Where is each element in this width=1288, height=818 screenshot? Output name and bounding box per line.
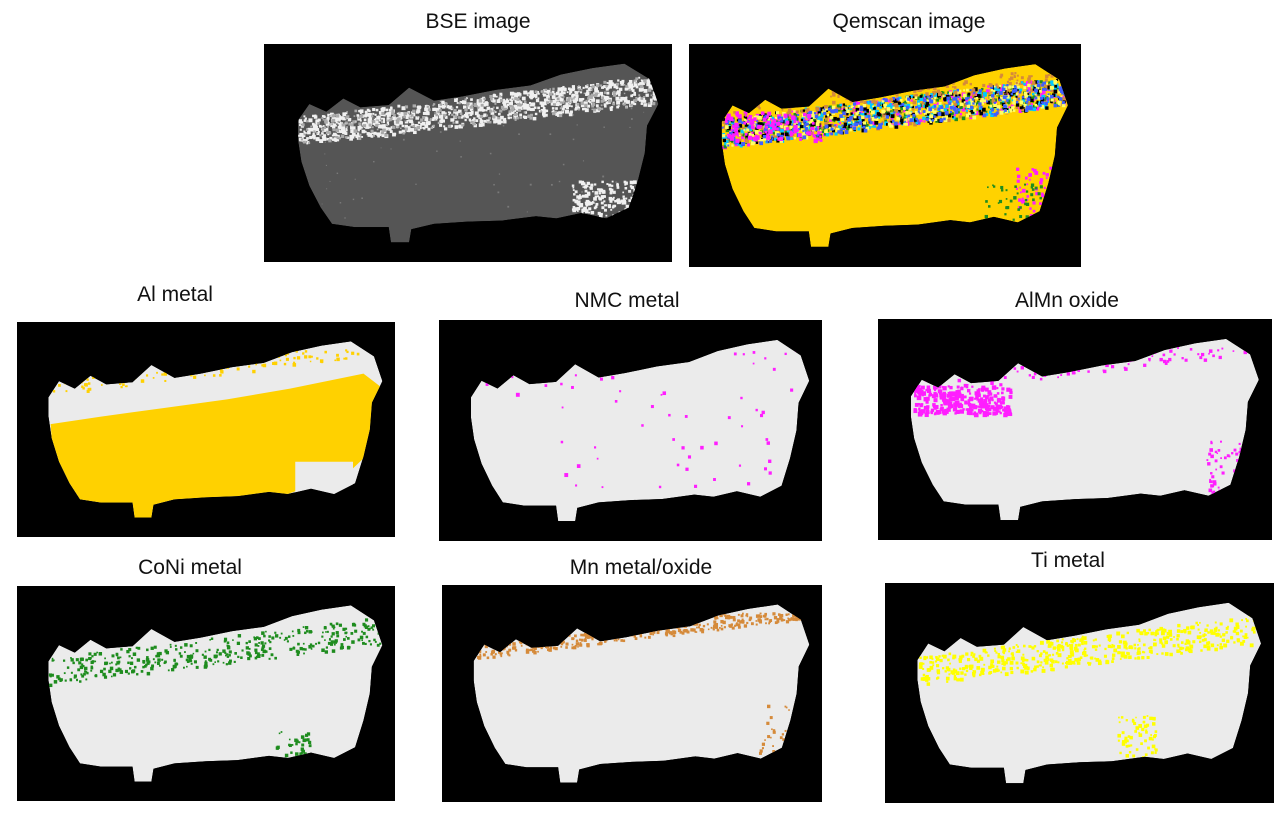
bse-image-graphic bbox=[298, 63, 659, 243]
mn-metal-oxide-map-graphic bbox=[473, 604, 810, 783]
almn-oxide-map bbox=[878, 319, 1272, 540]
panel-title-bse: BSE image bbox=[425, 10, 531, 33]
panel-title-qemscan: Qemscan image bbox=[832, 10, 986, 33]
panel-title-almn-oxide: AlMn oxide bbox=[1015, 289, 1119, 312]
panel-title-ti-metal: Ti metal bbox=[1031, 549, 1105, 572]
qemscan-image-graphic bbox=[721, 64, 1068, 247]
al-metal-map bbox=[17, 322, 395, 537]
bse-image bbox=[264, 44, 672, 262]
coni-metal-map-graphic bbox=[48, 605, 383, 782]
coni-metal-map bbox=[17, 586, 395, 801]
ti-metal-map bbox=[885, 583, 1274, 803]
panel-title-al-metal: Al metal bbox=[137, 283, 213, 306]
panel-title-mn-metal-oxide: Mn metal/oxide bbox=[569, 556, 713, 579]
ti-metal-map-graphic bbox=[917, 602, 1262, 784]
panel-title-coni-metal: CoNi metal bbox=[138, 556, 242, 579]
nmc-metal-map bbox=[439, 320, 822, 541]
almn-oxide-map-graphic bbox=[910, 338, 1259, 521]
nmc-metal-map-graphic bbox=[470, 339, 810, 522]
mn-metal-oxide-map bbox=[442, 585, 822, 802]
panel-title-nmc-metal: NMC metal bbox=[574, 289, 680, 312]
qemscan-image bbox=[689, 44, 1081, 267]
al-metal-map-graphic bbox=[48, 341, 383, 518]
